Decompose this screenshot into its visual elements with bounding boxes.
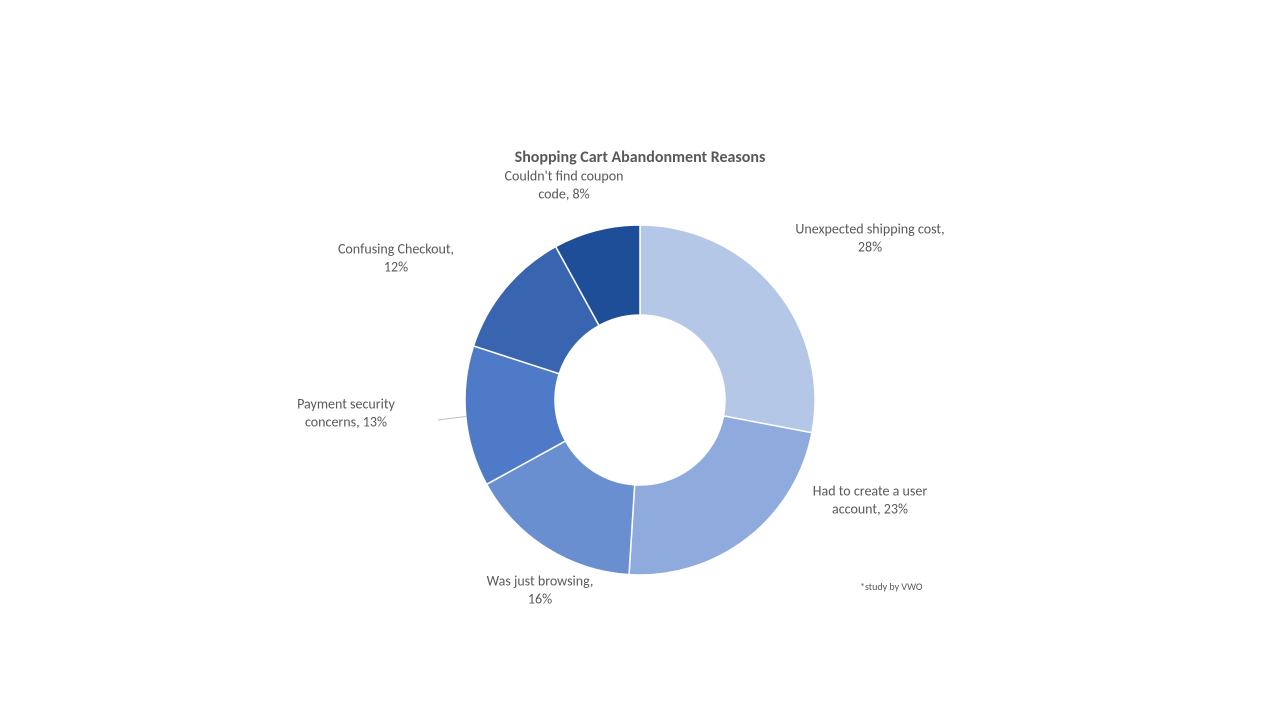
slice-label: Confusing Checkout, 12% bbox=[338, 241, 454, 276]
slice-label: Couldn't find coupon code, 8% bbox=[505, 168, 624, 203]
donut-slice bbox=[640, 225, 815, 433]
leader-line bbox=[438, 416, 466, 420]
slice-label: Unexpected shipping cost, 28% bbox=[795, 221, 944, 256]
donut-chart: Shopping Cart Abandonment Reasons Unexpe… bbox=[0, 0, 1280, 720]
slice-label: Had to create a user account, 23% bbox=[813, 483, 927, 518]
donut-svg bbox=[0, 0, 1280, 720]
slice-label: Payment security concerns, 13% bbox=[297, 396, 395, 431]
slice-label: Was just browsing, 16% bbox=[487, 573, 594, 608]
chart-footnote: *study by VWO bbox=[860, 580, 923, 593]
donut-slice bbox=[629, 416, 812, 575]
